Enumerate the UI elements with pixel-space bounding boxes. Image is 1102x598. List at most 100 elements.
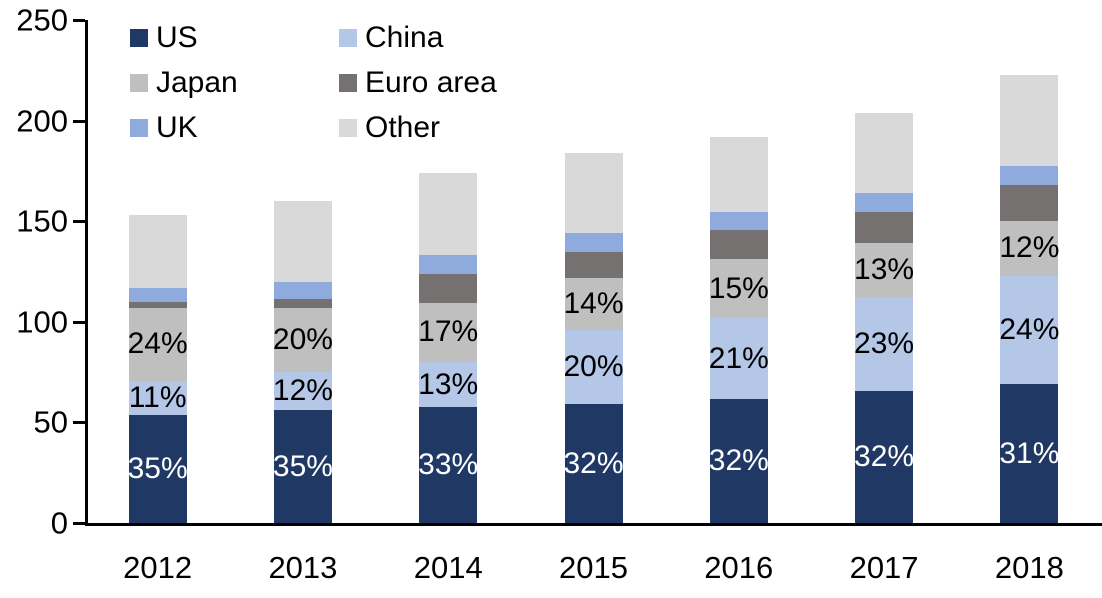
segment-china-2018: 24% [999,275,1060,385]
segment-label-china-2014: 13% [418,367,479,401]
y-tick-mark-100 [73,320,85,324]
segment-label-japan-2013: 20% [272,322,333,356]
legend-swatch-uk-icon [130,118,148,137]
segment-japan-2014: 17% [418,302,478,363]
segment-japan-2018: 12% [999,221,1059,276]
segment-label-china-2012: 11% [128,381,187,415]
y-tick-mark-200 [73,119,85,123]
segment-euro-area-2016 [709,230,768,260]
segment-china-2017: 23% [854,296,915,392]
legend-label-uk: UK [156,111,198,144]
segment-label-japan-2016: 15% [708,271,769,305]
segment-us-2012: 35% [127,415,188,523]
x-axis-line [85,523,1102,526]
x-tick-label-2013: 2013 [268,550,338,585]
segment-japan-2017: 13% [854,243,915,297]
segment-uk-2013 [273,281,332,299]
segment-other-2012 [128,215,187,288]
segment-label-china-2016: 21% [708,341,769,375]
segment-china-2012: 11% [128,381,187,416]
bar-2015: 32% 20% 14% [563,152,624,523]
legend-label-other: Other [365,111,441,144]
segment-label-china-2015: 20% [563,350,624,384]
segment-other-2016 [709,136,768,213]
segment-label-us-2013: 35% [272,449,333,483]
segment-label-japan-2012: 24% [127,327,188,361]
y-tick-label-100: 100 [16,304,68,340]
segment-us-2014: 33% [418,407,479,523]
legend: US China Japan Euro area UK Other [130,22,497,143]
segment-japan-2016: 15% [708,259,769,318]
segment-label-china-2017: 23% [854,326,915,360]
segment-us-2015: 32% [563,404,624,523]
x-tick-label-2017: 2017 [849,550,919,585]
segment-euro-area-2012 [128,301,187,308]
segment-us-2016: 32% [708,399,769,523]
segment-label-china-2013: 12% [272,374,333,408]
legend-swatch-japan-icon [130,73,148,92]
segment-label-us-2018: 31% [999,436,1060,470]
x-tick-label-2015: 2015 [559,550,628,585]
segment-label-us-2016: 32% [708,444,769,478]
segment-euro-area-2013 [273,298,332,308]
segment-label-japan-2015: 14% [563,286,624,320]
legend-label-japan: Japan [156,66,238,99]
segment-label-china-2018: 24% [999,312,1060,346]
legend-item-uk: UK [130,112,339,143]
segment-us-2013: 35% [272,410,333,523]
legend-label-us: US [156,21,198,54]
bar-2014: 33% 13% 17% [418,172,479,523]
segment-label-us-2015: 32% [563,446,624,480]
segment-other-2018 [1000,75,1059,166]
segment-uk-2018 [1000,165,1059,185]
bar-2012: 35% 11% 24% [127,215,188,523]
y-tick-label-200: 200 [16,103,68,139]
bar-2016: 32% 21% 15% [708,136,769,523]
y-tick-mark-0 [73,522,85,525]
segment-uk-2014 [419,255,478,274]
segment-other-2017 [855,112,914,194]
segment-china-2013: 12% [272,372,333,411]
y-tick-label-0: 0 [50,505,68,541]
segment-china-2014: 13% [418,362,479,408]
bar-2017: 32% 23% 13% [854,112,915,523]
segment-euro-area-2014 [419,273,478,303]
x-tick-label-2016: 2016 [704,550,774,585]
segment-label-us-2012: 35% [127,452,188,486]
segment-china-2016: 21% [708,317,769,400]
legend-item-other: Other [339,112,497,143]
bar-2013: 35% 12% 20% [272,201,333,523]
legend-item-us: US [130,22,339,53]
y-tick-mark-150 [73,220,85,224]
segment-euro-area-2015 [564,252,623,278]
segment-us-2018: 31% [999,384,1060,523]
segment-label-japan-2017: 13% [854,253,915,286]
segment-other-2014 [419,172,478,256]
legend-swatch-china-icon [339,28,357,47]
legend-item-japan: Japan [130,67,339,98]
segment-japan-2015: 14% [563,277,624,330]
y-tick-mark-250 [73,19,85,22]
segment-label-us-2017: 32% [854,440,915,474]
legend-item-euro-area: Euro area [339,67,497,98]
y-tick-mark-50 [73,421,85,425]
segment-japan-2013: 20% [272,307,333,373]
segment-uk-2012 [128,287,187,302]
bar-2018: 31% 24% 12% [999,75,1060,523]
y-tick-label-150: 150 [16,203,68,239]
segment-uk-2015 [564,233,623,253]
x-tick-label-2018: 2018 [994,550,1064,585]
segment-other-2013 [273,201,332,282]
y-tick-label-50: 50 [33,404,68,440]
legend-item-china: China [339,22,497,53]
segment-us-2017: 32% [854,391,915,523]
segment-label-us-2014: 33% [418,448,479,482]
y-tick-label-250: 250 [16,2,68,38]
segment-uk-2016 [709,212,768,231]
segment-other-2015 [564,152,623,234]
segment-china-2015: 20% [563,329,624,405]
legend-swatch-us-icon [130,28,148,47]
y-axis-line [85,20,88,526]
legend-label-china: China [365,21,444,54]
